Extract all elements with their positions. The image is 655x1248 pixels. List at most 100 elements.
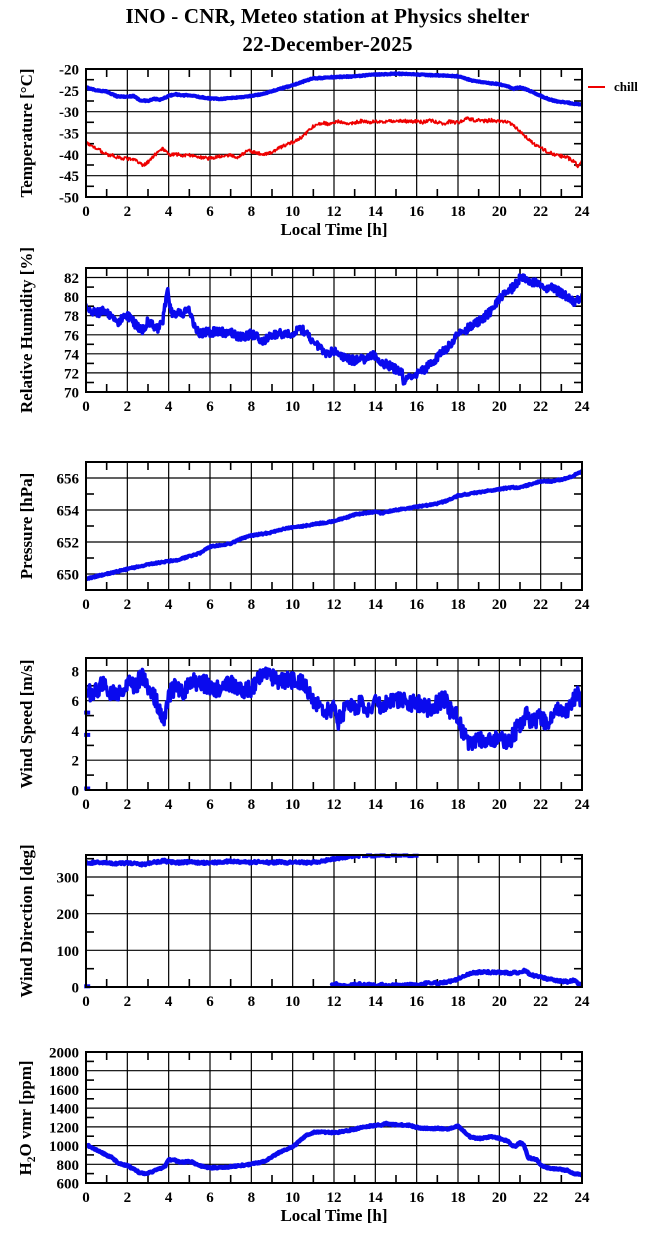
svg-text:8: 8 [248,399,256,415]
svg-text:0: 0 [72,981,80,997]
svg-text:0: 0 [82,204,90,220]
svg-text:6: 6 [72,694,80,710]
svg-text:-50: -50 [59,191,79,207]
svg-text:20: 20 [492,1190,507,1206]
relative-humidity-y-axis-label: Relative Humidity [%] [17,246,36,414]
wind-speed-y-axis-label: Wind Speed [m/s] [17,659,36,789]
svg-text:-25: -25 [59,84,79,100]
svg-text:300: 300 [57,871,80,887]
h2o-vmr-plot-frame [85,1051,583,1184]
temperature-series [86,71,582,108]
svg-text:22: 22 [533,399,548,415]
svg-text:10: 10 [285,1190,300,1206]
page-title: INO - CNR, Meteo station at Physics shel… [125,4,530,28]
svg-text:80: 80 [64,290,79,306]
svg-text:76: 76 [64,328,80,344]
svg-text:10: 10 [285,797,300,813]
svg-text:16: 16 [409,399,425,415]
svg-text:10: 10 [285,994,300,1010]
wind-speed-series [86,666,582,752]
wind-direction-plot-frame [85,854,583,988]
svg-text:22: 22 [533,597,548,613]
wind-direction-east-series [329,967,582,987]
svg-text:14: 14 [368,1190,384,1206]
temperature-y-axis-label: Temperature [°C] [17,68,36,198]
svg-text:74: 74 [64,347,80,363]
svg-text:-40: -40 [59,148,79,164]
svg-text:16: 16 [409,1190,425,1206]
wind-speed-stray-points [84,732,91,737]
page-date: 22-December-2025 [242,32,413,56]
svg-text:18: 18 [451,1190,466,1206]
svg-text:4: 4 [165,399,173,415]
svg-text:20: 20 [492,399,507,415]
svg-text:22: 22 [533,1190,548,1206]
svg-text:14: 14 [368,399,384,415]
svg-text:18: 18 [451,597,466,613]
svg-text:2: 2 [124,204,132,220]
svg-text:2000: 2000 [49,1046,79,1062]
pressure-x-tick-labels: 0 2 4 6 8 10 12 14 16 18 20 22 24 [82,597,590,613]
wind-direction-top-fragments [384,854,391,859]
wind-speed-plot-frame [85,657,583,791]
svg-text:4: 4 [165,994,173,1010]
svg-text:12: 12 [327,399,342,415]
svg-text:4: 4 [165,1190,173,1206]
svg-text:1400: 1400 [49,1102,79,1118]
svg-text:10: 10 [285,597,300,613]
chill-legend-label: chill [614,79,638,94]
svg-text:0: 0 [82,399,90,415]
wind-direction-y-axis-label: Wind Direction [deg] [17,844,36,998]
svg-text:-30: -30 [59,105,79,121]
svg-text:12: 12 [327,204,342,220]
svg-text:100: 100 [57,944,80,960]
svg-text:656: 656 [57,472,80,488]
svg-text:600: 600 [57,1177,80,1193]
svg-text:24: 24 [575,1190,591,1206]
svg-text:8: 8 [72,664,80,680]
svg-text:4: 4 [165,597,173,613]
chill-legend: chill [588,79,638,95]
svg-text:24: 24 [575,597,591,613]
svg-text:800: 800 [57,1158,80,1174]
h2o-vmr-y-tick-labels: 2000 1800 1600 1400 1200 1000 800 600 [49,1046,582,1193]
svg-text:24: 24 [575,204,591,220]
wind-direction-y-tick-labels: 300 200 100 0 [57,871,582,997]
svg-text:8: 8 [248,994,256,1010]
temperature-plot-frame [85,68,583,198]
svg-text:20: 20 [492,597,507,613]
svg-text:-45: -45 [59,169,79,185]
x-axis-title-h2o: Local Time [h] [280,1206,388,1225]
svg-text:2: 2 [124,797,132,813]
svg-text:6: 6 [206,204,214,220]
pressure-series [86,469,582,581]
svg-text:0: 0 [82,597,90,613]
svg-text:-35: -35 [59,127,79,143]
svg-text:4: 4 [72,724,80,740]
temperature-x-tick-labels: 0 2 4 6 8 10 12 14 16 18 20 22 24 [82,204,590,220]
svg-text:12: 12 [327,797,342,813]
wind-direction-top-fragments [362,854,368,859]
svg-text:20: 20 [492,994,507,1010]
svg-text:20: 20 [492,204,507,220]
svg-text:6: 6 [206,399,214,415]
svg-text:8: 8 [248,1190,256,1206]
h2o-vmr-x-tick-labels: 0 2 4 6 8 10 12 14 16 18 20 22 24 [82,1190,590,1206]
svg-text:14: 14 [368,597,384,613]
svg-text:18: 18 [451,797,466,813]
wind-speed-x-tick-labels: 0 2 4 6 8 10 12 14 16 18 20 22 24 [82,797,590,813]
svg-text:24: 24 [575,797,591,813]
svg-text:10: 10 [285,399,300,415]
svg-text:4: 4 [165,797,173,813]
wind-speed-y-tick-labels: 8 6 4 2 0 [72,664,582,800]
svg-text:12: 12 [327,994,342,1010]
wind-direction-top-fragments [370,854,377,859]
svg-text:16: 16 [409,597,425,613]
pressure-y-tick-labels: 656 654 652 650 [57,472,582,584]
svg-text:650: 650 [57,568,80,584]
svg-text:1800: 1800 [49,1064,79,1080]
svg-text:12: 12 [327,597,342,613]
